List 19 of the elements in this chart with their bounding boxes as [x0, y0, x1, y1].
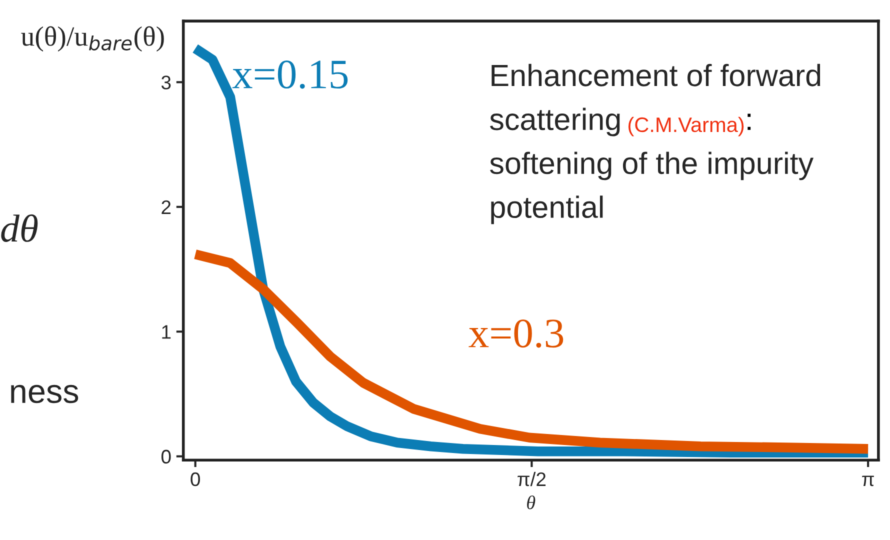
annotation: :: [748, 114, 751, 130]
y-tick-label: 3: [161, 76, 171, 90]
x-axis-title: θ: [527, 495, 536, 510]
annotation: scattering: [490, 108, 620, 136]
annotation: softening of the impurity: [490, 152, 814, 180]
y-tick-label: 0: [161, 450, 171, 464]
annotation: potential: [491, 196, 603, 224]
annotation: Enhancement of forward: [492, 64, 820, 86]
series-label: x=0.3: [468, 319, 564, 348]
x-tick-label: π/2: [518, 472, 546, 486]
annotation: (C.M.Varma): [628, 116, 744, 136]
y-axis-title: u(θ)/u$_{bare}$(θ): [21, 26, 164, 52]
y-tick-label: 2: [162, 200, 171, 214]
series-label: x=0.15: [232, 60, 348, 89]
text: dθ: [1, 214, 38, 242]
x-tick-label: 0: [190, 472, 200, 486]
text: ness: [11, 384, 78, 404]
x-tick-label: π: [862, 476, 874, 486]
y-tick-label: 1: [162, 325, 171, 339]
